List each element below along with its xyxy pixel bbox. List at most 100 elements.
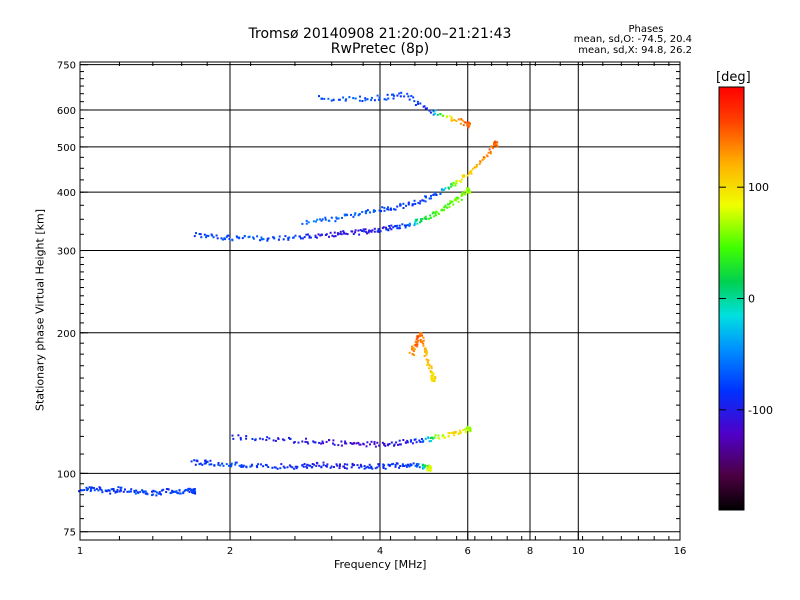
echo-point: [425, 350, 428, 353]
echo-point: [284, 235, 287, 238]
echo-point: [294, 465, 297, 468]
echo-point: [380, 210, 383, 213]
echo-point: [318, 464, 321, 467]
echo-point: [383, 464, 385, 467]
echo-point: [259, 437, 262, 440]
echo-point: [471, 167, 474, 170]
echo-point: [466, 425, 469, 428]
echo-point: [130, 488, 133, 491]
echo-point: [190, 460, 193, 463]
echo-point: [411, 204, 414, 207]
echo-point: [436, 211, 439, 214]
echo-point: [204, 459, 207, 462]
echo-point: [342, 96, 345, 99]
echo-point: [475, 165, 478, 168]
echo-point: [430, 367, 433, 370]
echo-point: [428, 217, 430, 220]
echo-point: [430, 365, 433, 368]
echo-point: [377, 98, 380, 101]
echo-point: [419, 440, 422, 443]
echo-point: [393, 94, 395, 97]
echo-point: [449, 202, 451, 205]
echo-point: [468, 122, 471, 125]
echo-point: [289, 465, 292, 468]
echo-point: [358, 99, 361, 102]
echo-point: [428, 197, 431, 200]
echo-point: [165, 491, 168, 493]
echo-point: [126, 490, 129, 493]
echo-point: [350, 466, 353, 469]
echo-point: [92, 487, 95, 489]
echo-point: [135, 489, 138, 492]
echo-point: [240, 464, 243, 467]
echo-point: [307, 464, 310, 467]
echo-point: [364, 228, 367, 231]
echo-point: [423, 105, 426, 108]
echo-point: [193, 488, 196, 491]
echo-point: [266, 239, 269, 242]
echo-point: [460, 198, 463, 201]
echo-point: [356, 464, 359, 467]
echo-point: [230, 465, 233, 468]
echo-point: [376, 94, 379, 97]
echo-point: [361, 100, 364, 102]
echo-point: [304, 440, 307, 443]
echo-point: [357, 229, 360, 232]
echo-point: [308, 235, 311, 238]
echo-point: [183, 489, 186, 492]
echo-point: [489, 152, 492, 155]
echo-point: [421, 440, 424, 443]
echo-point: [412, 96, 415, 99]
echo-point: [287, 238, 290, 241]
echo-point: [437, 437, 440, 440]
echo-point: [435, 194, 438, 196]
echo-point: [481, 158, 484, 161]
echo-point: [393, 444, 395, 447]
echo-point: [144, 490, 147, 493]
echo-point: [100, 489, 103, 492]
echo-point: [376, 441, 379, 444]
echo-point: [371, 229, 374, 232]
echo-point: [475, 164, 478, 166]
echo-point: [251, 464, 254, 467]
echo-point: [416, 222, 419, 225]
echo-point: [221, 462, 224, 465]
echo-point: [399, 465, 402, 467]
echo-point: [311, 466, 314, 468]
echo-point: [228, 464, 230, 467]
echo-point: [112, 488, 115, 491]
echo-point: [312, 220, 315, 223]
echo-point: [447, 435, 450, 438]
echo-point: [417, 201, 420, 204]
echo-point: [423, 466, 425, 469]
echo-point: [343, 232, 346, 235]
echo-point: [267, 237, 270, 240]
echo-point: [217, 463, 220, 466]
echo-point: [418, 202, 421, 205]
echo-point: [262, 238, 265, 241]
x-axis-label: Frequency [MHz]: [334, 558, 427, 571]
echo-point: [414, 343, 417, 346]
echo-point: [152, 490, 155, 493]
echo-point: [81, 489, 84, 492]
echo-point: [317, 233, 320, 236]
echo-point: [396, 224, 399, 227]
echo-point: [182, 492, 185, 495]
echo-point: [407, 224, 409, 227]
echo-point: [79, 489, 82, 492]
plot-axes: 1 2 4 6 8 10 16 75 100 200 300 400 500 600 750: [57, 61, 686, 557]
echo-point: [230, 462, 233, 465]
echo-point: [112, 489, 115, 492]
x-tick-label: 1: [77, 546, 83, 557]
echo-point: [441, 435, 444, 438]
echo-point: [394, 465, 397, 468]
echo-point: [465, 426, 468, 429]
echo-point: [461, 192, 464, 194]
echo-point: [177, 492, 180, 495]
colorbar-tick-label: 100: [748, 181, 769, 194]
echo-point: [318, 95, 320, 98]
echo-point: [158, 491, 161, 494]
echo-point: [386, 208, 389, 211]
echo-point: [353, 464, 355, 466]
echo-point: [338, 98, 341, 101]
